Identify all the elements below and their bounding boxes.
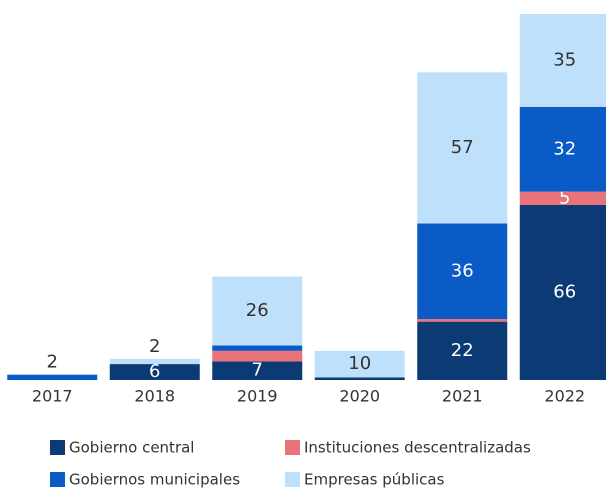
legend-label: Empresas públicas bbox=[304, 471, 445, 489]
x-tick-label: 2020 bbox=[339, 387, 380, 406]
data-label: 36 bbox=[451, 260, 474, 281]
x-tick-label: 2022 bbox=[544, 387, 585, 406]
bar-segment bbox=[417, 223, 508, 319]
bar-segment bbox=[109, 364, 200, 380]
x-tick-label: 2017 bbox=[32, 387, 73, 406]
data-label: 6 bbox=[149, 361, 160, 382]
bar-segment bbox=[519, 14, 606, 107]
data-label: 32 bbox=[553, 138, 576, 159]
x-tick-label: 2018 bbox=[134, 387, 175, 406]
data-label: 35 bbox=[553, 49, 576, 70]
legend-label: Instituciones descentralizadas bbox=[304, 439, 531, 457]
data-label: 2 bbox=[47, 352, 58, 373]
bar-segment bbox=[212, 345, 303, 351]
bar-segment bbox=[314, 350, 405, 378]
bar-segment bbox=[212, 350, 303, 362]
data-label: 7 bbox=[252, 360, 263, 381]
bar-segment bbox=[109, 358, 200, 365]
bar-segment bbox=[519, 204, 606, 380]
x-tick-label: 2021 bbox=[442, 387, 483, 406]
legend-swatch bbox=[50, 472, 65, 487]
bar-segment bbox=[417, 319, 508, 322]
bar-segment bbox=[7, 374, 98, 380]
legend-label: Gobiernos municipales bbox=[69, 471, 240, 489]
bar-segment bbox=[212, 361, 303, 380]
legend-label: Gobierno central bbox=[69, 439, 194, 457]
data-label: 57 bbox=[451, 137, 474, 158]
bar-segment bbox=[417, 321, 508, 380]
data-label: 10 bbox=[348, 353, 371, 374]
legend-swatch bbox=[285, 472, 300, 487]
legend-swatch bbox=[50, 440, 65, 455]
data-label: 26 bbox=[246, 300, 269, 321]
x-tick-label: 2019 bbox=[237, 387, 278, 406]
bar-segment bbox=[314, 377, 405, 380]
data-label: 5 bbox=[559, 187, 570, 208]
data-label: 22 bbox=[451, 340, 474, 361]
data-label: 2 bbox=[149, 336, 160, 357]
bar-segment bbox=[212, 276, 303, 346]
bar-segment bbox=[519, 191, 606, 205]
bar-segment bbox=[417, 72, 508, 224]
data-label: 66 bbox=[553, 281, 576, 302]
legend-swatch bbox=[285, 440, 300, 455]
bar-segment bbox=[519, 106, 606, 192]
